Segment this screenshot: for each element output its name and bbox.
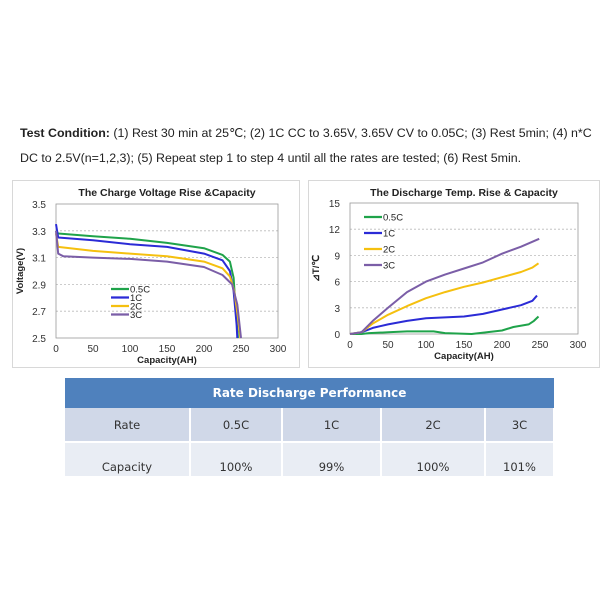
legend-label: 3C — [383, 261, 395, 272]
y-tick-label: 3 — [334, 304, 340, 315]
x-axis-label: Capacity(AH) — [434, 351, 494, 362]
chart-title: The Charge Voltage Rise &Capacity — [78, 187, 255, 199]
x-tick-label: 0 — [53, 344, 59, 355]
series-line-1C — [55, 223, 239, 339]
table-cell: 1C — [282, 408, 382, 443]
y-tick-label: 2.7 — [32, 307, 46, 318]
table-cell: 99% — [282, 442, 382, 476]
y-tick-label: 9 — [334, 251, 340, 262]
test-condition-text-1: (1) Rest 30 min at 25℃; (2) 1C CC to 3.6… — [109, 126, 592, 140]
chart-title: The Discharge Temp. Rise & Capacity — [370, 187, 558, 199]
y-tick-label: 12 — [329, 225, 341, 236]
x-tick-label: 300 — [570, 340, 587, 351]
series-line-3C — [349, 237, 540, 335]
x-axis-label: Capacity(AH) — [137, 355, 197, 366]
y-tick-label: 0 — [334, 330, 340, 341]
legend-label: 0.5C — [130, 285, 150, 296]
x-tick-label: 100 — [122, 344, 139, 355]
y-tick-label: 3.3 — [32, 227, 46, 238]
test-condition-line-1: Test Condition: (1) Rest 30 min at 25℃; … — [20, 125, 592, 140]
y-tick-label: 2.5 — [32, 334, 46, 345]
rate-discharge-table: Rate Discharge Performance Rate 0.5C 1C … — [65, 378, 555, 476]
x-tick-label: 150 — [456, 340, 473, 351]
y-axis-label: Voltage(V) — [15, 248, 26, 294]
x-tick-label: 150 — [159, 344, 176, 355]
table-cell: 100% — [190, 442, 283, 476]
y-tick-label: 2.9 — [32, 280, 46, 291]
y-tick-label: 15 — [329, 199, 341, 210]
legend-label: 0.5C — [383, 213, 403, 224]
y-tick-label: 3.1 — [32, 254, 46, 265]
series-line-0.5C — [350, 315, 540, 335]
table-cell: 100% — [381, 442, 486, 476]
table-cell: Rate — [65, 408, 191, 443]
y-tick-label: 3.5 — [32, 200, 46, 211]
x-tick-label: 50 — [87, 344, 99, 355]
x-tick-label: 200 — [494, 340, 511, 351]
table-cell: 2C — [381, 408, 486, 443]
series-line-3C — [55, 230, 242, 339]
test-condition-label: Test Condition: — [20, 126, 110, 140]
series-line-2C — [349, 262, 540, 335]
x-tick-label: 100 — [418, 340, 435, 351]
table-cell: 101% — [485, 442, 555, 476]
legend-label: 2C — [130, 302, 142, 313]
discharge-temp-chart: The Discharge Temp. Rise & Capacity 0 3 6 9 1… — [308, 180, 600, 368]
legend-label: 1C — [383, 229, 395, 240]
series-line-1C — [349, 294, 538, 335]
table-row-rate: Rate 0.5C 1C 2C 3C — [65, 408, 555, 443]
x-tick-label: 300 — [270, 344, 287, 355]
x-tick-label: 250 — [233, 344, 250, 355]
plot-area — [55, 203, 279, 339]
x-tick-label: 50 — [382, 340, 394, 351]
y-tick-label: 6 — [334, 278, 340, 289]
y-axis-label: ⊿T/℃ — [311, 255, 322, 282]
charge-voltage-chart-svg: The Charge Voltage Rise &Capacity 2.5 2.7 2… — [15, 187, 287, 366]
table-cell: Capacity — [65, 442, 191, 476]
charge-voltage-chart: The Charge Voltage Rise &Capacity 2.5 2.7 2… — [12, 180, 300, 368]
table-row-capacity: Capacity 100% 99% 100% 101% — [65, 442, 555, 476]
legend-label: 2C — [383, 245, 395, 256]
table-title: Rate Discharge Performance — [65, 378, 554, 408]
legend-label: 3C — [130, 310, 142, 321]
legend-label: 1C — [130, 293, 142, 304]
table-cell: 3C — [485, 408, 555, 443]
test-condition-line-2: DC to 2.5V(n=1,2,3); (5) Repeat step 1 t… — [20, 151, 522, 165]
discharge-temp-chart-svg: The Discharge Temp. Rise & Capacity 0 3 6 9 1… — [311, 187, 587, 362]
x-tick-label: 250 — [532, 340, 549, 351]
x-tick-label: 0 — [347, 340, 353, 351]
x-tick-label: 200 — [196, 344, 213, 355]
table-cell: 0.5C — [190, 408, 283, 443]
